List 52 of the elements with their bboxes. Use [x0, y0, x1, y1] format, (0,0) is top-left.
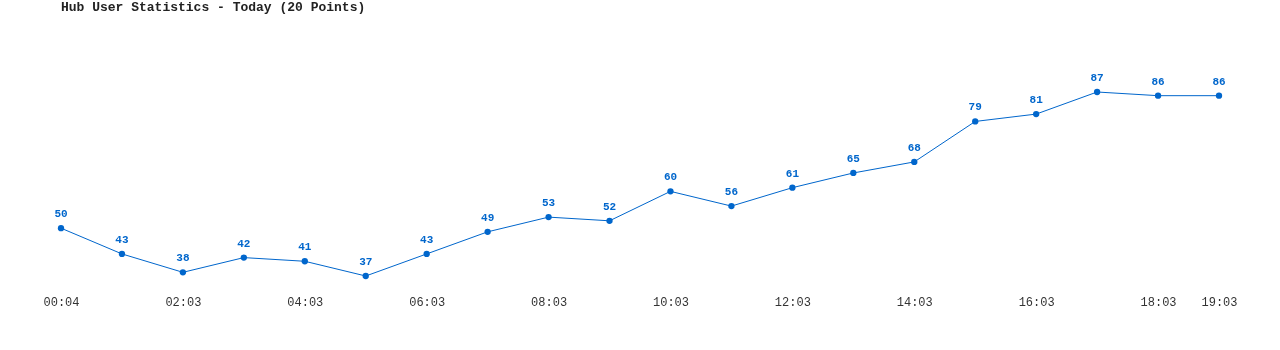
data-label: 65	[846, 152, 861, 165]
data-label: 43	[420, 233, 434, 246]
data-label: 41	[298, 241, 312, 254]
data-label: 43	[115, 233, 129, 246]
point	[301, 258, 308, 265]
point	[1154, 92, 1162, 99]
point	[606, 217, 613, 224]
data-label: 50	[54, 208, 68, 221]
data-label: 81	[1029, 94, 1044, 107]
x-tick-label: 04:03	[287, 295, 324, 310]
data-label: 61	[785, 167, 800, 180]
point	[484, 228, 491, 235]
point	[179, 269, 187, 276]
data-label: 86	[1212, 75, 1226, 88]
data-label: 42	[237, 237, 251, 250]
data-label: 49	[481, 211, 495, 224]
data-label: 68	[907, 141, 922, 154]
x-tick-label: 10:03	[652, 295, 689, 310]
x-tick-label: 12:03	[774, 295, 811, 310]
point	[1033, 110, 1040, 118]
x-tick-label: 00:04	[43, 295, 80, 310]
point	[972, 118, 979, 125]
point	[789, 184, 796, 191]
point	[728, 202, 735, 210]
x-tick-label: 06:03	[409, 295, 446, 310]
data-label: 86	[1151, 75, 1165, 88]
x-tick-label: 19:03	[1201, 295, 1238, 310]
x-tick-label: 16:03	[1018, 295, 1055, 310]
point	[911, 158, 918, 166]
data-label: 53	[541, 197, 556, 210]
point	[423, 250, 430, 258]
point	[118, 250, 126, 258]
data-label: 79	[968, 101, 982, 114]
data-label: 87	[1090, 72, 1104, 84]
data-label: 37	[359, 256, 373, 268]
data-label: 52	[602, 200, 617, 213]
point	[57, 225, 65, 232]
point	[850, 169, 857, 177]
data-label: 56	[724, 186, 739, 199]
x-tick-label: 02:03	[165, 295, 202, 310]
point	[1093, 88, 1101, 96]
point	[362, 272, 369, 280]
point	[1215, 92, 1223, 99]
point	[240, 254, 247, 261]
x-tick-label: 18:03	[1140, 295, 1177, 310]
point	[667, 188, 674, 195]
chart-title: Hub User Statistics - Today (20 Points)	[61, 0, 366, 15]
data-label: 60	[663, 171, 678, 184]
data-label: 38	[176, 252, 190, 265]
x-tick-label: 14:03	[896, 295, 933, 310]
point	[545, 213, 552, 221]
x-tick-label: 08:03	[531, 295, 568, 310]
